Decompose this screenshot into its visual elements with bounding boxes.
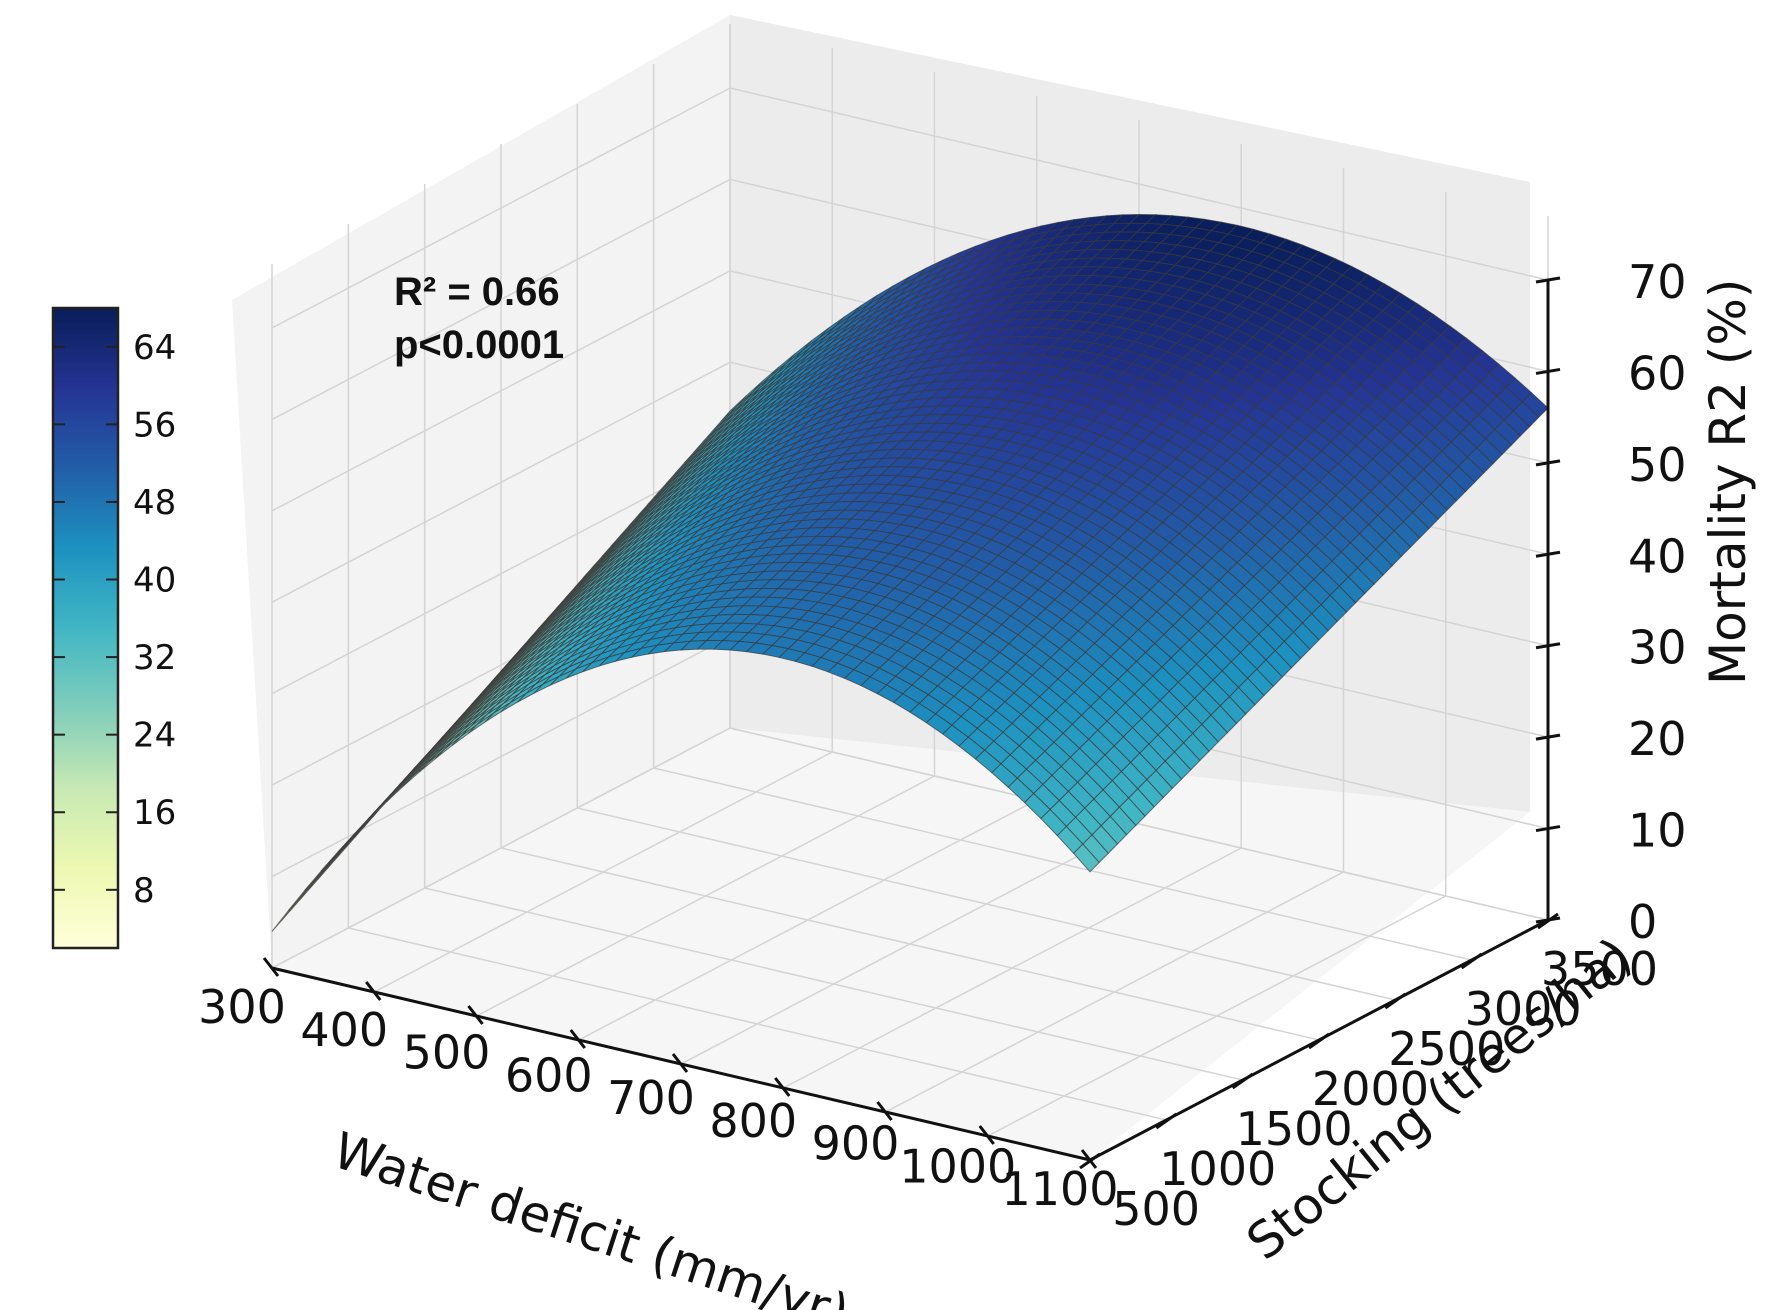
x-tick-label: 300 — [198, 980, 286, 1034]
grid-line — [729, 87, 1549, 281]
x-tick-label: 900 — [812, 1117, 900, 1171]
grid-line — [653, 767, 1472, 961]
z-axis-tick — [1535, 916, 1561, 924]
y-axis-tick — [1231, 1072, 1254, 1090]
colorbar-tick-label: 32 — [133, 638, 176, 678]
grid-line — [500, 847, 1320, 1041]
y-tick-label: 2000 — [1312, 1062, 1429, 1116]
x-tick-label: 1100 — [1001, 1162, 1118, 1216]
z-tick-label: 10 — [1628, 804, 1687, 858]
colorbar-ticks: 8 16 24 32 40 48 56 64 — [53, 328, 176, 911]
y-tick-label: 2500 — [1388, 1022, 1505, 1076]
colorbar-tick-label: 56 — [133, 405, 176, 445]
grid-line — [271, 635, 731, 878]
x-axis-tick — [365, 981, 382, 1001]
colorbar-tick-label: 24 — [133, 716, 176, 756]
y-tick-label: 1000 — [1159, 1142, 1276, 1196]
grid-line — [271, 453, 731, 695]
y-axis-tick — [1308, 1032, 1330, 1050]
x-tick-label: 600 — [505, 1048, 593, 1102]
y-axis-tick — [1460, 952, 1483, 970]
x-tick-label: 400 — [300, 1003, 388, 1057]
x-tick-label: 500 — [403, 1026, 491, 1080]
z-axis-tick — [1535, 459, 1561, 467]
z-axis-tick — [1535, 642, 1561, 650]
grid-line — [577, 807, 1396, 1001]
z-tick-label: 0 — [1628, 895, 1657, 949]
x-tick-label: 800 — [709, 1094, 797, 1148]
x-axis-tick — [774, 1077, 791, 1097]
y-tick-label: 500 — [1112, 1182, 1200, 1236]
x-axis-title: Water deficit (mm/yr) — [326, 1121, 856, 1310]
surface-mesh — [271, 214, 1549, 932]
z-tick-label: 70 — [1628, 255, 1687, 309]
z-axis-title: Mortality R2 (%) — [1699, 279, 1757, 685]
colorbar-tick-label: 40 — [133, 561, 176, 601]
x-axis-tick — [1080, 1149, 1098, 1169]
grid-line — [271, 87, 731, 329]
y-axis-tick — [1155, 1112, 1178, 1130]
grid-line — [271, 361, 731, 603]
z-axis-tick — [1535, 367, 1561, 375]
x-tick-label: 700 — [607, 1071, 695, 1125]
z-axis-tick — [1535, 825, 1561, 833]
x-axis-tick — [671, 1053, 689, 1073]
grid-line — [271, 270, 731, 512]
colorbar-tick-label: 16 — [133, 793, 176, 833]
y-axis-tick — [1384, 992, 1407, 1010]
y-tick-label: 3000 — [1465, 982, 1582, 1036]
colorbar-tick-label: 48 — [133, 483, 176, 523]
colorbar-tick-label: 8 — [133, 871, 155, 911]
z-tick-label: 40 — [1628, 529, 1687, 583]
grid-line — [348, 927, 1167, 1121]
colorbar — [51, 306, 120, 950]
z-axis-tick — [1535, 733, 1561, 741]
z-tick-label: 50 — [1628, 438, 1687, 492]
x-axis-tick — [978, 1125, 995, 1145]
y-tick-label: 3500 — [1541, 942, 1658, 996]
r-squared-annotation: R² = 0.66 — [394, 270, 560, 314]
grid-line — [729, 727, 1549, 921]
grid-line — [271, 178, 731, 421]
p-value-annotation: p<0.0001 — [394, 323, 564, 367]
x-axis-tick — [262, 957, 280, 977]
y-axis-tick — [1079, 1152, 1101, 1170]
z-axis-tick — [1535, 550, 1561, 558]
colorbar-tick-label: 64 — [133, 328, 176, 368]
floor-pane — [272, 728, 1530, 1160]
z-tick-label: 60 — [1628, 346, 1687, 400]
x-axis-tick — [569, 1029, 586, 1049]
axes: 300 400 500 600 700 800 900 1000110050010001500… — [198, 255, 1686, 1236]
surface-cell — [1072, 843, 1100, 873]
z-tick-label: 20 — [1628, 712, 1687, 766]
x-tick-label: 1000 — [899, 1139, 1016, 1193]
x-axis-tick — [876, 1101, 893, 1121]
x-axis-tick — [467, 1005, 484, 1025]
z-axis-tick — [1535, 276, 1561, 284]
back-pane-left — [232, 15, 730, 968]
grid-line — [424, 887, 1243, 1081]
z-tick-label: 30 — [1628, 621, 1687, 675]
y-tick-label: 1500 — [1236, 1102, 1353, 1156]
